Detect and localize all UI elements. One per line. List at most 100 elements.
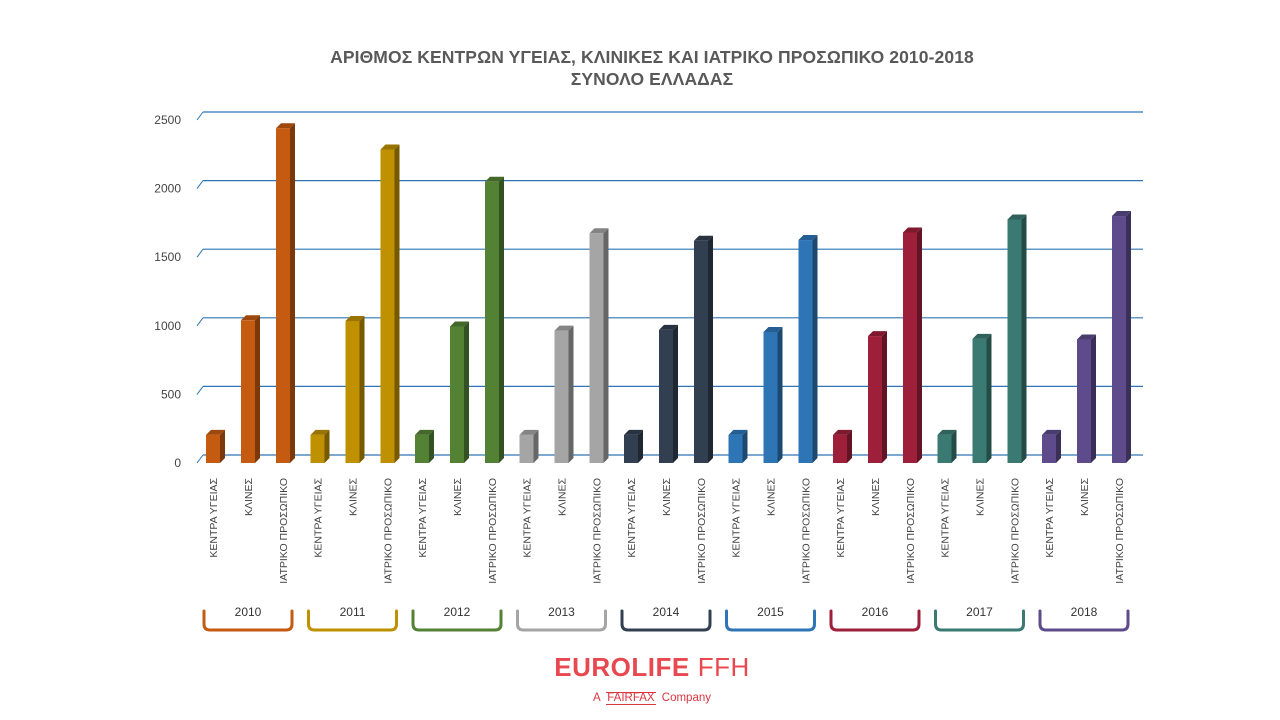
category-label-2016-0: ΚΕΝΤΡΑ ΥΓΕΙΑΣ <box>835 478 847 558</box>
category-label-2014-0: ΚΕΝΤΡΑ ΥΓΕΙΑΣ <box>626 478 638 558</box>
bar-side-2017-2 <box>1021 214 1027 463</box>
year-label-2013: 2013 <box>548 605 575 619</box>
category-label-2018-2: ΙΑΤΡΙΚΟ ΠΡΟΣΩΠΙΚΟ <box>1114 478 1126 584</box>
bar-side-2015-0 <box>742 429 748 463</box>
year-label-2015: 2015 <box>757 605 784 619</box>
bar-side-2011-0 <box>324 429 330 463</box>
bar-2015-1 <box>763 331 778 463</box>
logo-brand: EUROLIFE <box>554 652 690 682</box>
bar-2017-0 <box>937 434 952 463</box>
year-bracket-2016 <box>829 609 921 632</box>
bar-2010-1 <box>241 320 255 463</box>
category-label-2013-2: ΙΑΤΡΙΚΟ ΠΡΟΣΩΠΙΚΟ <box>592 478 604 584</box>
bar-top-2014-1 <box>659 324 678 330</box>
bar-side-2017-1 <box>986 333 992 463</box>
grid-line-depth-500 <box>196 386 204 395</box>
y-tick-label-500: 500 <box>161 387 181 401</box>
bar-2010-2 <box>276 128 290 463</box>
bar-side-2014-0 <box>638 429 643 463</box>
bar-side-2011-2 <box>394 144 400 464</box>
year-bracket-2011 <box>307 609 398 632</box>
bar-side-2018-1 <box>1091 334 1096 463</box>
logo-suffix: FFH <box>697 652 750 682</box>
bar-side-2017-0 <box>951 429 957 463</box>
year-bracket-2012 <box>411 609 503 632</box>
year-label-2010: 2010 <box>235 605 262 619</box>
y-tick-label-1000: 1000 <box>154 319 181 333</box>
category-label-2011-0: ΚΕΝΤΡΑ ΥΓΕΙΑΣ <box>313 478 325 558</box>
logo-wordmark: EUROLIFE FFH <box>0 652 1280 682</box>
bar-side-2010-0 <box>220 429 225 463</box>
year-bracket-2010 <box>202 609 294 632</box>
bar-2013-2 <box>589 233 604 463</box>
bar-2012-1 <box>450 326 464 463</box>
bar-2018-1 <box>1077 339 1091 463</box>
bar-2010-0 <box>206 434 220 463</box>
bar-2018-0 <box>1042 434 1056 463</box>
logo-tagline: A FAIRFAX Company <box>0 692 1280 705</box>
bar-2015-2 <box>798 240 813 463</box>
category-label-2018-1: ΚΛΙΝΕΣ <box>1079 477 1091 516</box>
bar-2016-0 <box>833 434 847 463</box>
logo-tagline-suffix: Company <box>661 692 711 704</box>
category-label-2010-1: ΚΛΙΝΕΣ <box>243 477 255 516</box>
logo-tagline-brand: FAIRFAX <box>606 692 656 705</box>
bar-2013-1 <box>554 330 569 463</box>
bar-top-2012-2 <box>485 176 504 182</box>
bar-top-2012-0 <box>415 429 434 435</box>
category-label-2012-2: ΙΑΤΡΙΚΟ ΠΡΟΣΩΠΙΚΟ <box>487 478 499 584</box>
bar-top-2016-0 <box>833 429 852 435</box>
bar-side-2014-1 <box>673 324 678 463</box>
bar-2016-1 <box>868 336 882 463</box>
bar-side-2015-2 <box>812 235 818 463</box>
bar-top-2016-2 <box>903 227 922 233</box>
category-label-2015-1: ΚΛΙΝΕΣ <box>766 477 778 516</box>
year-label-2011: 2011 <box>340 605 366 619</box>
grid-line-depth-0 <box>196 454 204 464</box>
bar-2013-0 <box>519 434 534 463</box>
year-label-2016: 2016 <box>862 605 889 619</box>
bar-2012-0 <box>415 434 429 463</box>
year-label-2014: 2014 <box>653 605 680 619</box>
bar-top-2011-0 <box>310 429 330 435</box>
grid-line-depth-2000 <box>196 180 204 189</box>
bar-side-2012-1 <box>464 321 469 463</box>
year-bracket-2015 <box>725 609 816 632</box>
category-label-2017-0: ΚΕΝΤΡΑ ΥΓΕΙΑΣ <box>940 478 952 558</box>
year-label-2012: 2012 <box>444 605 471 619</box>
category-label-2012-0: ΚΕΝΤΡΑ ΥΓΕΙΑΣ <box>417 478 429 558</box>
bar-top-2016-1 <box>868 331 887 337</box>
bar-top-2012-1 <box>450 321 469 327</box>
year-bracket-2014 <box>620 609 712 632</box>
bar-2014-1 <box>659 329 673 463</box>
bar-top-2010-0 <box>206 429 225 435</box>
bar-side-2013-2 <box>603 228 609 463</box>
bar-side-2013-0 <box>533 429 539 463</box>
chart-title-line-1: ΑΡΙΘΜΟΣ ΚΕΝΤΡΩΝ ΥΓΕΙΑΣ, ΚΛΙΝΙΚΕΣ ΚΑΙ ΙΑΤ… <box>330 47 974 67</box>
bar-top-2018-1 <box>1077 334 1096 340</box>
category-label-2011-1: ΚΛΙΝΕΣ <box>348 477 360 516</box>
category-label-2013-0: ΚΕΝΤΡΑ ΥΓΕΙΑΣ <box>522 478 534 558</box>
bar-side-2012-0 <box>429 429 434 463</box>
bar-2015-0 <box>728 434 743 463</box>
chart-title-line-2: ΣΥΝΟΛΟ ΕΛΛΑΔΑΣ <box>570 69 734 89</box>
category-label-2011-2: ΙΑΤΡΙΚΟ ΠΡΟΣΩΠΙΚΟ <box>383 478 395 584</box>
bar-top-2011-1 <box>345 315 365 321</box>
logo-tagline-prefix: A <box>593 692 601 704</box>
bar-side-2018-2 <box>1126 211 1131 463</box>
bar-top-2018-0 <box>1042 429 1061 435</box>
bar-top-2015-1 <box>763 326 783 332</box>
bar-top-2015-2 <box>798 235 818 241</box>
category-label-2014-2: ΙΑΤΡΙΚΟ ΠΡΟΣΩΠΙΚΟ <box>696 478 708 584</box>
bar-side-2013-1 <box>568 325 574 463</box>
grid-line-depth-1000 <box>196 317 204 327</box>
bar-side-2010-2 <box>290 123 295 464</box>
category-label-2014-1: ΚΛΙΝΕΣ <box>661 477 673 516</box>
eurolife-logo: EUROLIFE FFH A FAIRFAX Company <box>0 652 1280 705</box>
category-label-2016-2: ΙΑΤΡΙΚΟ ΠΡΟΣΩΠΙΚΟ <box>905 478 917 584</box>
bar-side-2016-2 <box>917 227 922 463</box>
bar-2017-1 <box>972 338 987 463</box>
bar-top-2018-2 <box>1112 211 1131 217</box>
bar-2011-0 <box>310 434 325 463</box>
grid-line-depth-2500 <box>196 111 204 121</box>
